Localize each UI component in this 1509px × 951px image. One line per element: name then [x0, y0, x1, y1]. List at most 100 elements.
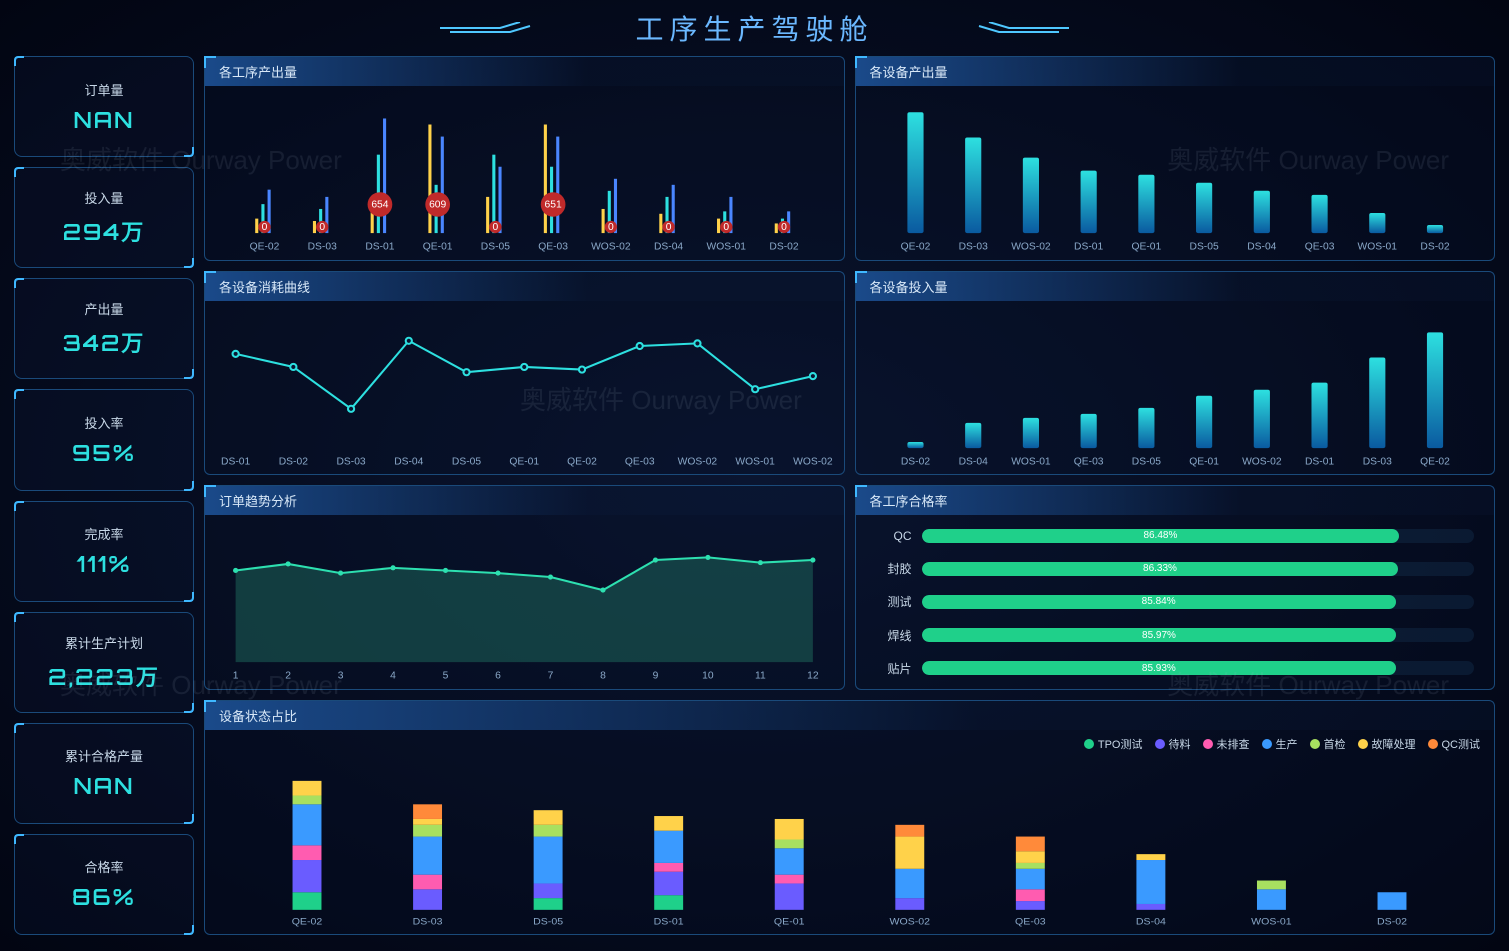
- panel-process-output: 各工序产出量 QE-02DS-03DS-01QE-01DS-05QE-03WOS…: [204, 56, 845, 261]
- chart-order-trend: 123456789101112: [215, 521, 834, 685]
- panel-title: 各工序产出量: [205, 57, 844, 86]
- progress-track: 85.84%: [922, 595, 1475, 609]
- panel-order-trend: 订单趋势分析 123456789101112: [204, 485, 845, 690]
- svg-text:QE-02: QE-02: [250, 241, 280, 252]
- kpi-card: 产出量342万: [14, 278, 194, 379]
- svg-text:DS-02: DS-02: [1420, 241, 1449, 252]
- legend-item: QC测试: [1428, 736, 1481, 752]
- kpi-card: 投入量 294万: [14, 167, 194, 268]
- svg-text:WOS-01: WOS-01: [735, 456, 775, 467]
- panel-title: 各设备投入量: [856, 272, 1495, 301]
- kpi-card: 累计合格产量NAN: [14, 723, 194, 824]
- svg-text:WOS-01: WOS-01: [1357, 241, 1397, 252]
- svg-text:6: 6: [495, 671, 501, 682]
- svg-text:DS-02: DS-02: [1377, 917, 1407, 927]
- svg-text:DS-04: DS-04: [1136, 917, 1166, 927]
- legend-item: 待料: [1155, 736, 1191, 752]
- svg-text:DS-05: DS-05: [1189, 241, 1218, 252]
- kpi-label: 合格率: [84, 857, 123, 876]
- progress-label: QC: [876, 529, 912, 543]
- header-deco-right: [969, 22, 1069, 34]
- svg-text:DS-03: DS-03: [413, 917, 443, 927]
- legend-label: 未排查: [1217, 736, 1250, 752]
- svg-text:QE-03: QE-03: [625, 456, 655, 467]
- panel-title: 各设备消耗曲线: [205, 272, 844, 301]
- svg-text:0: 0: [493, 222, 499, 233]
- svg-text:0: 0: [319, 222, 325, 233]
- svg-text:DS-03: DS-03: [308, 241, 337, 252]
- panel-title: 各设备产出量: [856, 57, 1495, 86]
- progress-track: 85.93%: [922, 661, 1475, 675]
- svg-text:DS-01: DS-01: [1304, 456, 1333, 467]
- svg-text:DS-01: DS-01: [654, 917, 684, 927]
- panel-equipment-status: 设备状态占比 TPO测试待料未排查生产首检故障处理QC测试 QE-02DS-03…: [204, 700, 1495, 935]
- kpi-value: 294万: [63, 215, 146, 247]
- progress-row: 焊线85.97%: [876, 623, 1475, 647]
- kpi-card: 合格率 86%: [14, 834, 194, 935]
- svg-text:WOS-01: WOS-01: [1251, 917, 1292, 927]
- panel-consumption-curve: 各设备消耗曲线 DS-01DS-02DS-03DS-04DS-05QE-01QE…: [204, 271, 845, 476]
- kpi-label: 投入量: [84, 188, 123, 207]
- svg-text:DS-05: DS-05: [481, 241, 510, 252]
- svg-text:DS-05: DS-05: [1131, 456, 1160, 467]
- svg-text:QE-01: QE-01: [1131, 241, 1161, 252]
- kpi-label: 完成率: [84, 524, 123, 543]
- panel-title: 订单趋势分析: [205, 486, 844, 515]
- kpi-card: 投入率95%: [14, 389, 194, 490]
- svg-text:654: 654: [371, 200, 388, 211]
- legend-label: QC测试: [1442, 736, 1481, 752]
- progress-label: 测试: [876, 593, 912, 610]
- svg-text:9: 9: [653, 671, 659, 682]
- progress-label: 焊线: [876, 627, 912, 644]
- chart-equipment-status: QE-02DS-03DS-05DS-01QE-01WOS-02QE-03DS-0…: [215, 754, 1484, 930]
- chart-process-output: QE-02DS-03DS-01QE-01DS-05QE-03WOS-02DS-0…: [215, 92, 834, 256]
- header-deco-left: [440, 22, 540, 34]
- svg-text:DS-04: DS-04: [1247, 241, 1276, 252]
- kpi-card: 完成率111%: [14, 501, 194, 602]
- svg-text:WOS-01: WOS-01: [707, 241, 747, 252]
- progress-label: 封胶: [876, 560, 912, 577]
- kpi-label: 订单量: [84, 80, 123, 99]
- legend-swatch: [1262, 739, 1272, 749]
- svg-text:4: 4: [390, 671, 396, 682]
- svg-text:2: 2: [285, 671, 291, 682]
- dashboard-header: 工序生产驾驶舱: [0, 0, 1509, 50]
- progress-row: 贴片85.93%: [876, 656, 1475, 680]
- kpi-label: 累计合格产量: [65, 746, 143, 765]
- kpi-card: 订单量 NAN: [14, 56, 194, 157]
- svg-text:QE-03: QE-03: [1073, 456, 1103, 467]
- svg-text:5: 5: [443, 671, 449, 682]
- svg-text:609: 609: [429, 200, 446, 211]
- kpi-label: 产出量: [84, 299, 123, 318]
- kpi-sidebar: 订单量NAN投入量294万产出量342万投入率95%完成率111%累计生产计划2…: [14, 56, 194, 935]
- legend-label: 首检: [1324, 736, 1346, 752]
- legend-swatch: [1310, 739, 1320, 749]
- legend-item: 首检: [1310, 736, 1346, 752]
- svg-text:DS-01: DS-01: [221, 456, 250, 467]
- svg-text:DS-02: DS-02: [279, 456, 308, 467]
- legend-label: 生产: [1276, 736, 1298, 752]
- legend-equipment-status: TPO测试待料未排查生产首检故障处理QC测试: [1084, 736, 1480, 752]
- svg-text:DS-03: DS-03: [1362, 456, 1391, 467]
- svg-text:WOS-02: WOS-02: [591, 241, 631, 252]
- kpi-value: 86%: [72, 884, 136, 911]
- legend-item: 未排查: [1203, 736, 1250, 752]
- panel-title: 各工序合格率: [856, 486, 1495, 515]
- svg-text:DS-03: DS-03: [958, 241, 987, 252]
- svg-text:12: 12: [807, 671, 819, 682]
- svg-text:DS-02: DS-02: [769, 241, 798, 252]
- svg-text:DS-05: DS-05: [452, 456, 481, 467]
- chart-pass-rate: QC86.48%封胶86.33%测试85.84%焊线85.97%贴片85.93%: [856, 515, 1495, 689]
- svg-text:QE-02: QE-02: [292, 917, 323, 927]
- svg-text:QE-02: QE-02: [567, 456, 597, 467]
- svg-text:3: 3: [338, 671, 344, 682]
- kpi-value: 2,223万: [48, 660, 160, 692]
- panel-pass-rate: 各工序合格率 QC86.48%封胶86.33%测试85.84%焊线85.97%贴…: [855, 485, 1496, 690]
- kpi-value: NAN: [73, 107, 134, 134]
- chart-consumption-curve: DS-01DS-02DS-03DS-04DS-05QE-01QE-02QE-03…: [215, 307, 834, 471]
- svg-text:WOS-02: WOS-02: [1011, 241, 1051, 252]
- svg-text:DS-03: DS-03: [336, 456, 365, 467]
- legend-item: TPO测试: [1084, 736, 1143, 752]
- svg-text:0: 0: [666, 222, 672, 233]
- chart-equipment-output: QE-02DS-03WOS-02DS-01QE-01DS-05DS-04QE-0…: [866, 92, 1485, 256]
